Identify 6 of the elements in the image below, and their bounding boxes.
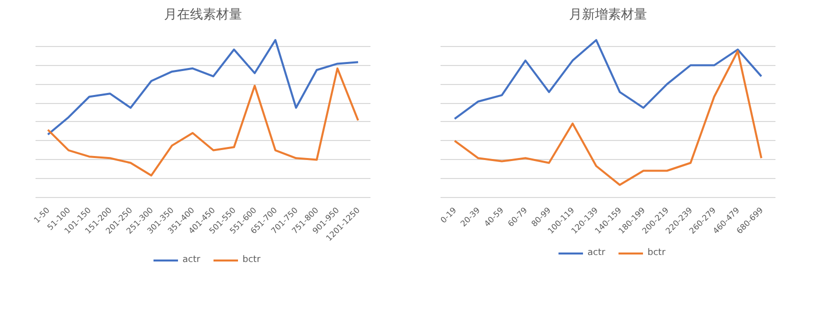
chart-title: 月在线素材量 <box>164 8 242 22</box>
legend-label: bctr <box>242 255 262 265</box>
legend-label: actr <box>182 255 202 265</box>
chart-title: 月新增素材量 <box>569 8 647 22</box>
legend-label: bctr <box>648 248 666 258</box>
legend-label: actr <box>588 248 606 258</box>
